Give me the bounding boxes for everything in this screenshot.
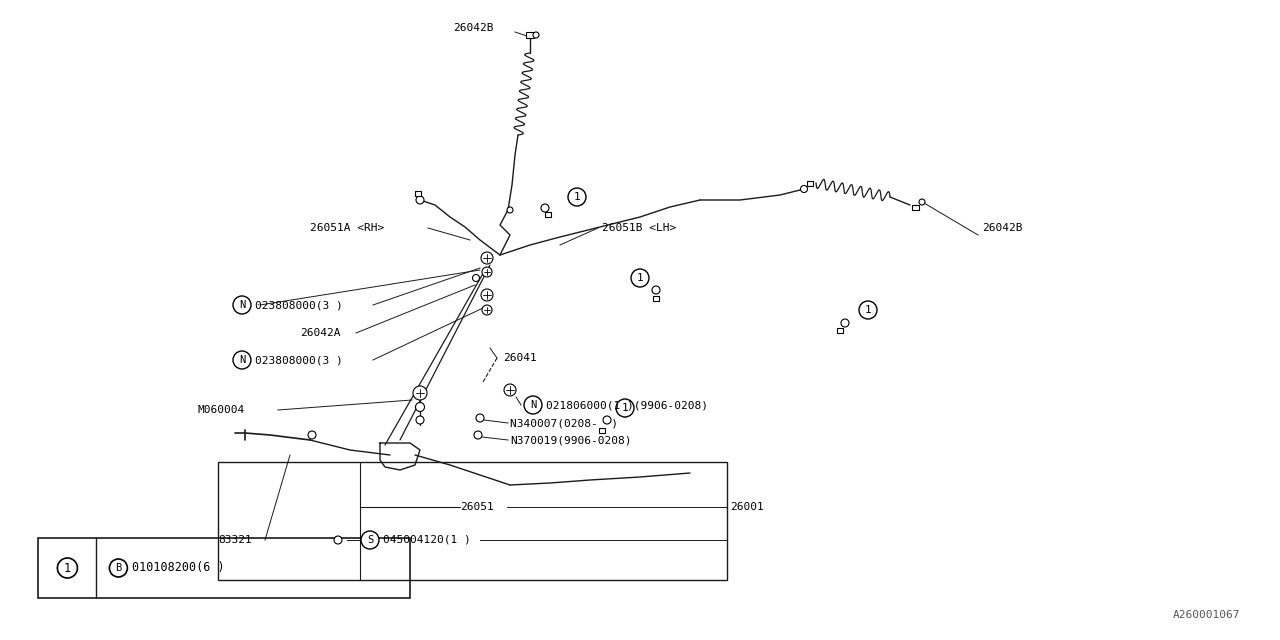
Text: 26042A: 26042A [300, 328, 340, 338]
Text: 26041: 26041 [503, 353, 536, 363]
Text: A260001067: A260001067 [1172, 610, 1240, 620]
Circle shape [631, 269, 649, 287]
Circle shape [472, 275, 480, 282]
Circle shape [361, 531, 379, 549]
Bar [526, 32, 534, 38]
Circle shape [919, 199, 925, 205]
Circle shape [652, 286, 660, 294]
Circle shape [233, 296, 251, 314]
Circle shape [233, 351, 251, 369]
Circle shape [58, 558, 77, 578]
Circle shape [481, 252, 493, 264]
Text: N: N [530, 400, 536, 410]
Circle shape [603, 416, 611, 424]
Text: 26051A <RH>: 26051A <RH> [310, 223, 384, 233]
Text: 1: 1 [636, 273, 644, 283]
Text: 023808000(3 ): 023808000(3 ) [255, 355, 343, 365]
Bar [415, 191, 421, 195]
Text: 26001: 26001 [730, 502, 764, 512]
Text: 26042B: 26042B [453, 23, 494, 33]
Bar [653, 296, 659, 301]
Text: 023808000(3 ): 023808000(3 ) [255, 300, 343, 310]
Text: N: N [239, 300, 246, 310]
Circle shape [308, 431, 316, 439]
Circle shape [416, 403, 425, 412]
Circle shape [616, 399, 634, 417]
Text: 26051B <LH>: 26051B <LH> [602, 223, 676, 233]
Text: 83321: 83321 [218, 535, 252, 545]
Text: 1: 1 [622, 403, 628, 413]
Circle shape [524, 396, 541, 414]
Circle shape [568, 188, 586, 206]
Bar [38, 538, 410, 598]
Circle shape [841, 319, 849, 327]
Text: 010108200(6 ): 010108200(6 ) [132, 561, 225, 575]
Bar [837, 328, 844, 333]
Text: 26051: 26051 [460, 502, 494, 512]
Circle shape [474, 431, 483, 439]
Circle shape [416, 416, 424, 424]
Circle shape [532, 32, 539, 38]
Text: 1: 1 [864, 305, 872, 315]
Text: 26042B: 26042B [982, 223, 1023, 233]
Circle shape [504, 384, 516, 396]
Circle shape [413, 386, 428, 400]
Circle shape [541, 204, 549, 212]
Circle shape [507, 207, 513, 213]
Text: 021806000(1 )(9906-0208): 021806000(1 )(9906-0208) [547, 400, 708, 410]
Circle shape [800, 186, 808, 193]
Text: N340007(0208-  ): N340007(0208- ) [509, 418, 618, 428]
Text: 1: 1 [573, 192, 580, 202]
Circle shape [859, 301, 877, 319]
Text: S: S [367, 535, 374, 545]
Text: N370019(9906-0208): N370019(9906-0208) [509, 435, 631, 445]
Bar [806, 180, 813, 186]
Circle shape [334, 536, 342, 544]
Circle shape [483, 267, 492, 277]
Bar [599, 428, 605, 433]
Text: M060004: M060004 [198, 405, 246, 415]
Circle shape [481, 289, 493, 301]
Bar [218, 462, 727, 580]
Bar [545, 211, 550, 216]
Text: 1: 1 [64, 561, 70, 575]
Text: B: B [115, 563, 122, 573]
Circle shape [476, 414, 484, 422]
Circle shape [483, 305, 492, 315]
Bar [911, 205, 919, 209]
Circle shape [109, 559, 128, 577]
Text: 045004120(1 ): 045004120(1 ) [383, 535, 471, 545]
Circle shape [416, 196, 424, 204]
Text: N: N [239, 355, 246, 365]
